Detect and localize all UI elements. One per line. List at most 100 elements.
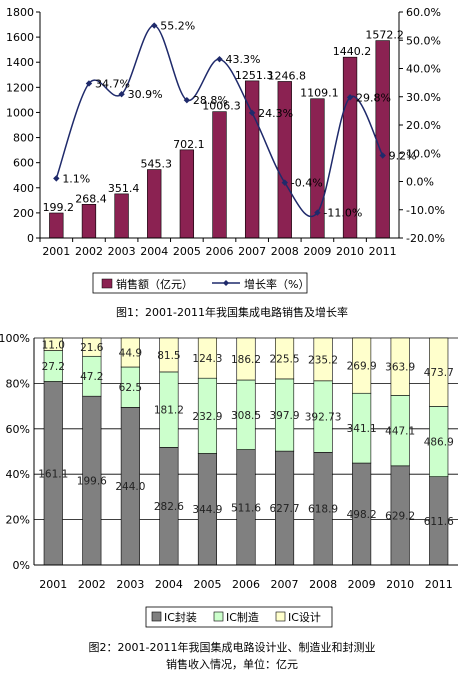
y-tick-label: 20%: [6, 514, 30, 527]
ic-design-segment: [429, 337, 449, 407]
ic-design-segment: [274, 337, 295, 380]
growth-data-label: 9.2%: [389, 150, 417, 163]
legend-label-ic-design: IC设计: [288, 611, 321, 624]
growth-data-label: 29.8%: [356, 91, 391, 104]
x-tick-label: 2004: [140, 245, 168, 258]
y-tick-label: 100%: [0, 332, 30, 345]
ic-design-segment: [197, 337, 218, 379]
legend-label-ic-manufacture: IC制造: [226, 610, 259, 624]
ic-manufacture-data-label: 47.2: [80, 371, 103, 383]
ic-design-segment: [82, 337, 102, 357]
legend-marker-growth: [223, 280, 229, 286]
y-tick-label: 80%: [6, 377, 30, 390]
sales-data-label: 702.1: [173, 138, 205, 151]
ic-manufacture-data-label: 27.2: [42, 361, 65, 373]
legend-swatch-ic-manufacture: [213, 611, 224, 622]
x-tick-label: 2010: [336, 245, 364, 258]
ic-manufacture-data-label: 181.2: [154, 405, 184, 417]
growth-data-label: 24.3%: [258, 107, 293, 120]
growth-data-label: 28.8%: [193, 94, 228, 107]
sales-data-label: 1006.3: [202, 100, 241, 113]
sales-data-label: 1440.2: [333, 45, 372, 58]
ic-design-data-label: 235.2: [308, 354, 338, 366]
ic-package-data-label: 511.6: [231, 502, 261, 514]
ic-design-data-label: 21.6: [80, 342, 104, 354]
growth-point: [118, 91, 125, 98]
ic-manufacture-data-label: 232.9: [192, 411, 222, 423]
x-tick-label: 2005: [173, 245, 201, 258]
growth-point: [346, 94, 354, 101]
growth-point: [183, 96, 191, 104]
ic-design-segment: [120, 337, 140, 368]
legend: IC封装 IC制造 IC设计: [145, 606, 333, 628]
ic-design-data-label: 225.5: [270, 353, 300, 365]
legend-label-sales: 销售额（亿元）: [116, 277, 193, 291]
y2-tick-label: -10.0%: [406, 204, 445, 217]
ic-manufacture-data-label: 447.1: [385, 426, 415, 438]
ic-package-data-label: 629.2: [385, 510, 415, 522]
ic-design-segment: [313, 337, 333, 382]
ic-design-data-label: 44.9: [119, 348, 142, 360]
growth-point: [379, 152, 386, 159]
y2-tick-label: 50.0%: [406, 34, 441, 47]
growth-point: [281, 179, 288, 186]
growth-point: [314, 209, 321, 216]
legend: 销售额（亿元） 增长率（%）: [92, 272, 309, 294]
x-tick-label: 2001: [42, 245, 70, 258]
y-tick-label: 1000: [6, 106, 34, 119]
ic-design-segment: [43, 337, 63, 351]
x-tick-label: 2011: [425, 578, 453, 591]
y-tick-label: 200: [13, 207, 34, 220]
legend-swatch-ic-package: [151, 611, 162, 622]
growth-data-label: -0.4%: [291, 177, 323, 190]
x-tick-label: 2003: [116, 578, 144, 591]
legend-swatch-ic-design: [275, 611, 286, 622]
x-tick-label: 2006: [206, 245, 234, 258]
y2-tick-label: 0.0%: [406, 176, 434, 189]
ic-manufacture-data-label: 397.9: [270, 410, 300, 422]
y2-tick-label: -20.0%: [406, 232, 445, 245]
chart2-caption-subtitle: 销售收入情况，单位：亿元: [166, 657, 298, 671]
legend-label-growth: 增长率（%）: [244, 277, 309, 291]
ic-design-data-label: 269.9: [347, 361, 377, 373]
growth-data-label: 34.7%: [95, 77, 130, 90]
y-tick-label: 800: [13, 132, 34, 145]
ic-package-data-label: 344.9: [192, 504, 222, 516]
x-tick-label: 2002: [78, 578, 106, 591]
ic-design-segment: [352, 337, 372, 394]
x-tick-label: 2004: [155, 578, 183, 591]
y2-tick-label: 60.0%: [406, 6, 441, 19]
ic-design-segment: [236, 337, 256, 381]
ic-design-segment: [159, 337, 179, 373]
ic-design-data-label: 363.9: [385, 362, 415, 374]
x-tick-label: 2011: [369, 245, 397, 258]
x-tick-label: 2009: [303, 245, 331, 258]
sales-data-label: 545.3: [140, 158, 172, 171]
ic-manufacture-data-label: 308.5: [231, 410, 261, 422]
y-tick-label: 1400: [6, 56, 34, 69]
x-tick-label: 2008: [309, 578, 337, 591]
ic-design-data-label: 473.7: [424, 367, 454, 379]
ic-design-segment: [390, 337, 410, 396]
x-tick-label: 2005: [193, 578, 221, 591]
sales-data-label: 1246.8: [268, 69, 307, 82]
x-tick-label: 2007: [271, 578, 299, 591]
y2-tick-label: 40.0%: [406, 63, 441, 76]
sales-data-label: 199.2: [43, 201, 75, 214]
ic-package-data-label: 618.9: [308, 504, 338, 516]
y-tick-label: 1800: [6, 6, 34, 19]
x-tick-label: 2007: [238, 245, 266, 258]
growth-point: [53, 175, 60, 182]
x-tick-label: 2002: [75, 245, 103, 258]
y-tick-label: 1600: [6, 31, 34, 44]
growth-point: [151, 22, 158, 29]
ic-package-data-label: 611.6: [424, 516, 454, 528]
x-tick-label: 2001: [39, 578, 67, 591]
growth-data-label: 1.1%: [62, 172, 90, 185]
sales-growth-chart: 0 200 400 600 800 1000 1200 1400 1600 1800 -20.0% -…: [6, 6, 445, 319]
sales-data-label: 1109.1: [300, 87, 339, 100]
y2-tick-label: 30.0%: [406, 91, 441, 104]
y-tick-label: 60%: [6, 423, 30, 436]
ic-manufacture-data-label: 392.73: [305, 412, 342, 424]
